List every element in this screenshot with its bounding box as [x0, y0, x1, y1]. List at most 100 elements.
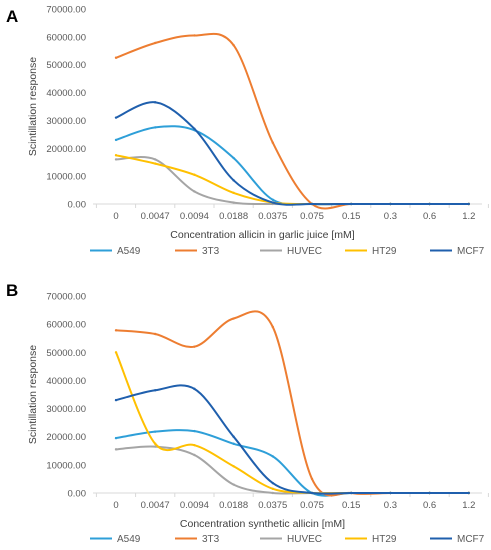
data-point-ht29 [232, 191, 235, 195]
series-line-a549 [115, 125, 469, 206]
y-tick-label: 30000.00 [46, 116, 86, 127]
x-tick-label: 0.0375 [258, 211, 287, 222]
y-tick-label: 20000.00 [46, 144, 86, 155]
data-point-ht29 [114, 351, 118, 354]
data-point-a549 [193, 429, 196, 433]
x-axis-title: Concentration synthetic allicin [mM] [180, 518, 345, 530]
data-point-3t3 [114, 329, 118, 332]
series-line-3t3 [115, 310, 469, 497]
data-point-mcf7 [389, 202, 392, 206]
data-point-mcf7 [154, 101, 157, 104]
data-point-mcf7 [114, 116, 118, 119]
series-line-huvec [115, 445, 469, 495]
legend-label: HT29 [372, 246, 397, 257]
data-point-huvec [114, 448, 118, 451]
data-point-mcf7 [271, 201, 274, 204]
data-point-3t3 [193, 345, 196, 348]
data-point-mcf7 [193, 387, 196, 391]
data-point-mcf7 [350, 491, 353, 495]
data-point-3t3 [114, 56, 118, 59]
data-point-3t3 [154, 41, 157, 45]
y-tick-label: 0.00 [68, 489, 87, 500]
data-point-mcf7 [428, 491, 431, 495]
y-axis-title: Scintillation response [27, 57, 39, 156]
y-tick-label: 60000.00 [46, 320, 86, 331]
data-point-mcf7 [232, 435, 235, 438]
data-point-mcf7 [428, 202, 431, 206]
data-point-huvec [154, 158, 157, 161]
data-point-3t3 [154, 332, 157, 336]
y-axis-title: Scintillation response [27, 345, 39, 444]
data-point-huvec [193, 190, 196, 193]
data-point-3t3 [271, 141, 274, 144]
series-line-mcf7 [115, 101, 469, 206]
data-point-mcf7 [193, 127, 196, 130]
data-point-huvec [232, 201, 235, 204]
x-tick-label: 0.3 [384, 500, 397, 511]
data-point-huvec [193, 453, 196, 457]
data-point-3t3 [232, 44, 235, 47]
series-line-a549 [115, 429, 469, 497]
data-point-a549 [154, 430, 157, 433]
data-point-ht29 [114, 154, 118, 157]
data-point-mcf7 [310, 491, 314, 495]
x-tick-label: 0.0094 [180, 211, 209, 222]
data-point-ht29 [193, 443, 196, 447]
data-point-ht29 [154, 162, 157, 165]
data-point-huvec [232, 483, 235, 486]
x-tick-label: 0.075 [300, 211, 324, 222]
x-tick-label: 0.6 [423, 211, 436, 222]
x-tick-label: 0.0047 [141, 211, 170, 222]
y-tick-label: 30000.00 [46, 404, 86, 415]
data-point-ht29 [271, 487, 274, 490]
data-point-mcf7 [467, 491, 470, 495]
y-tick-label: 70000.00 [46, 5, 86, 16]
legend-label: HUVEC [287, 246, 322, 257]
data-point-a549 [114, 436, 118, 440]
x-tick-label: 0.15 [342, 211, 361, 222]
data-point-a549 [271, 198, 274, 202]
data-point-mcf7 [114, 398, 118, 402]
legend-label: 3T3 [202, 534, 220, 545]
x-tick-label: 0 [113, 211, 118, 222]
legend-label: MCF7 [457, 246, 485, 257]
x-tick-label: 1.2 [462, 500, 475, 511]
series-line-mcf7 [115, 384, 469, 495]
y-tick-label: 10000.00 [46, 172, 86, 183]
legend-label: HUVEC [287, 534, 322, 545]
data-point-mcf7 [232, 179, 235, 182]
panel-label: A [6, 7, 18, 26]
chart-panel-B: B 0.00 10000.00 20000.00 30000.00 40000.00 500… [6, 281, 489, 545]
data-point-mcf7 [271, 481, 274, 485]
x-tick-label: 0.0094 [180, 500, 209, 511]
x-tick-label: 0.0047 [141, 500, 170, 511]
data-point-a549 [232, 442, 235, 445]
data-point-mcf7 [310, 202, 314, 206]
data-point-a549 [154, 126, 157, 129]
x-tick-label: 0.6 [423, 500, 436, 511]
data-point-3t3 [232, 317, 235, 320]
data-point-3t3 [271, 325, 274, 329]
legend-label: A549 [117, 534, 141, 545]
data-point-mcf7 [350, 202, 353, 206]
legend-label: HT29 [372, 534, 397, 545]
y-tick-label: 50000.00 [46, 60, 86, 71]
x-tick-label: 0.0375 [258, 500, 287, 511]
data-point-a549 [232, 156, 235, 160]
x-tick-label: 0.075 [300, 500, 324, 511]
series-line-ht29 [115, 351, 469, 495]
y-tick-label: 40000.00 [46, 376, 86, 387]
data-point-ht29 [232, 465, 235, 468]
data-point-ht29 [193, 173, 196, 176]
x-tick-label: 0.0188 [219, 211, 248, 222]
data-point-mcf7 [467, 202, 470, 206]
data-point-huvec [114, 158, 118, 161]
y-tick-label: 10000.00 [46, 460, 86, 471]
x-tick-label: 0.15 [342, 500, 361, 511]
x-tick-label: 0 [113, 500, 118, 511]
y-tick-label: 0.00 [68, 200, 87, 211]
y-tick-label: 70000.00 [46, 292, 86, 303]
data-point-a549 [114, 138, 118, 142]
legend-label: MCF7 [457, 534, 485, 545]
data-point-huvec [154, 445, 157, 448]
